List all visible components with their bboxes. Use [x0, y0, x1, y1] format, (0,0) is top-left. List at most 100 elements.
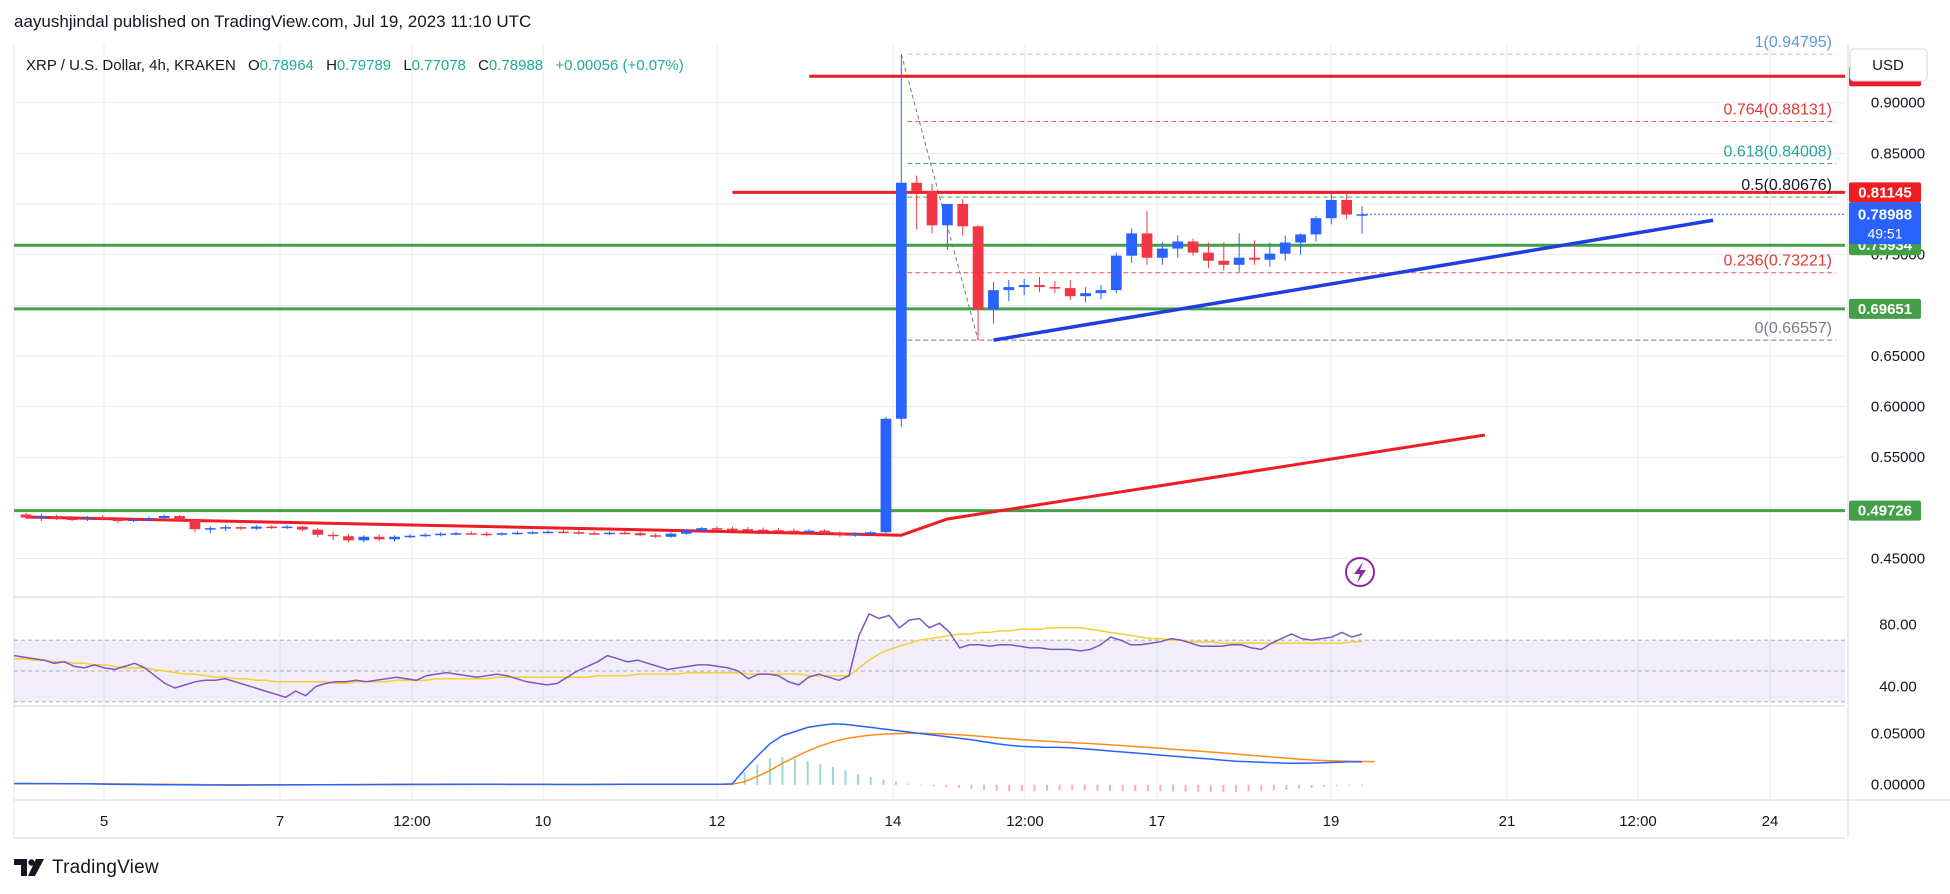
candle-body [465, 533, 477, 535]
candle-body [1018, 285, 1030, 288]
candle-body [650, 535, 661, 537]
candle-body [834, 533, 846, 536]
currency-button[interactable]: USD [1849, 48, 1928, 82]
candle-body [988, 290, 999, 310]
candle-body [281, 526, 293, 529]
legend-open: 0.78964 [260, 57, 314, 74]
macd-histogram-bar [819, 764, 822, 785]
candle-body [327, 534, 339, 537]
candle [220, 525, 232, 532]
macd-histogram-bar [907, 783, 910, 785]
currency-label: USD [1872, 57, 1904, 74]
macd-histogram-bar [768, 758, 771, 785]
candle [1356, 206, 1368, 234]
candle-body [235, 527, 247, 529]
candle-body [926, 190, 938, 226]
candle-body [957, 204, 969, 227]
macd-histogram-bar [1222, 784, 1225, 792]
candle-body [1172, 241, 1184, 249]
candle-body [619, 532, 631, 535]
candle-body [1064, 288, 1076, 297]
macd-histogram-bar [995, 784, 998, 791]
candle [512, 531, 523, 535]
candle [1018, 278, 1030, 296]
candle [834, 531, 846, 537]
macd-histogram-bar [882, 779, 885, 785]
support-tag [1849, 298, 1921, 319]
candle [250, 525, 262, 531]
candle-body [220, 527, 232, 529]
rsi-band [14, 640, 1845, 702]
rsi-tick-label: 80.00 [1879, 617, 1917, 634]
legend-close-label: C [478, 57, 489, 74]
candle-body [727, 528, 738, 531]
candle-body [82, 517, 93, 520]
lightning-icon[interactable] [1345, 557, 1375, 587]
x-tick-label: 14 [885, 813, 902, 830]
candle-body [112, 519, 124, 522]
y-tick-label: 0.90000 [1871, 95, 1925, 112]
x-tick-label: 12:00 [1006, 813, 1044, 830]
candle-body [174, 515, 185, 521]
macd-histogram-bar [932, 784, 935, 787]
legend-low-label: L [403, 57, 411, 74]
candle [174, 514, 185, 522]
fib-level-label: 0.618(0.84008) [1723, 143, 1832, 160]
macd-histogram-bar [1285, 784, 1288, 790]
candle [942, 204, 953, 250]
candle [281, 525, 293, 530]
candle [957, 198, 969, 236]
candle-body [1156, 248, 1168, 258]
candle [1156, 242, 1168, 265]
candle [696, 527, 708, 533]
candle [1310, 216, 1322, 242]
candle [266, 525, 278, 530]
candle-body [1264, 253, 1276, 260]
candle [819, 529, 830, 535]
candle [204, 526, 216, 534]
candle [1295, 233, 1306, 255]
fib-level-label: 1(0.94795) [1755, 34, 1832, 51]
candle [1080, 287, 1091, 303]
macd-histogram-bar [1184, 784, 1187, 792]
candle [189, 519, 201, 533]
candle [1325, 193, 1337, 225]
candle-body [450, 533, 462, 535]
candle [711, 526, 723, 531]
candle-body [512, 532, 523, 535]
candle [66, 516, 78, 522]
x-tick-label: 24 [1762, 813, 1779, 830]
candle [911, 175, 923, 230]
candle-body [696, 528, 708, 531]
legend-high-label: H [326, 57, 337, 74]
macd-histogram-bar [894, 781, 897, 785]
x-tick-label: 12:00 [393, 813, 431, 830]
x-tick-label: 17 [1149, 813, 1166, 830]
x-tick-label: 12:00 [1619, 813, 1657, 830]
candle-body [788, 530, 800, 533]
candle [895, 55, 907, 427]
legend-close: 0.78988 [489, 57, 543, 74]
macd-histogram-bar [1197, 784, 1200, 792]
tradingview-brand[interactable]: TradingView [14, 857, 159, 879]
publisher-line: aayushjindal published on TradingView.co… [14, 12, 532, 31]
candle-body [389, 536, 400, 540]
candle-body [604, 532, 615, 535]
candle [1279, 235, 1291, 261]
candle [1141, 211, 1153, 265]
macd-tick-label: 0.00000 [1871, 777, 1925, 794]
resistance-tag [1849, 182, 1921, 203]
candle-body [143, 518, 155, 520]
candle-body [558, 531, 569, 534]
macd-histogram-bar [756, 764, 759, 785]
candle [773, 528, 784, 533]
macd-histogram-bar [1323, 784, 1326, 787]
candle [358, 535, 370, 543]
candle [788, 528, 800, 534]
candle [496, 532, 508, 536]
candle-body [1203, 252, 1214, 261]
candle [742, 527, 754, 532]
candle [404, 534, 416, 539]
candle-body [1034, 285, 1045, 288]
